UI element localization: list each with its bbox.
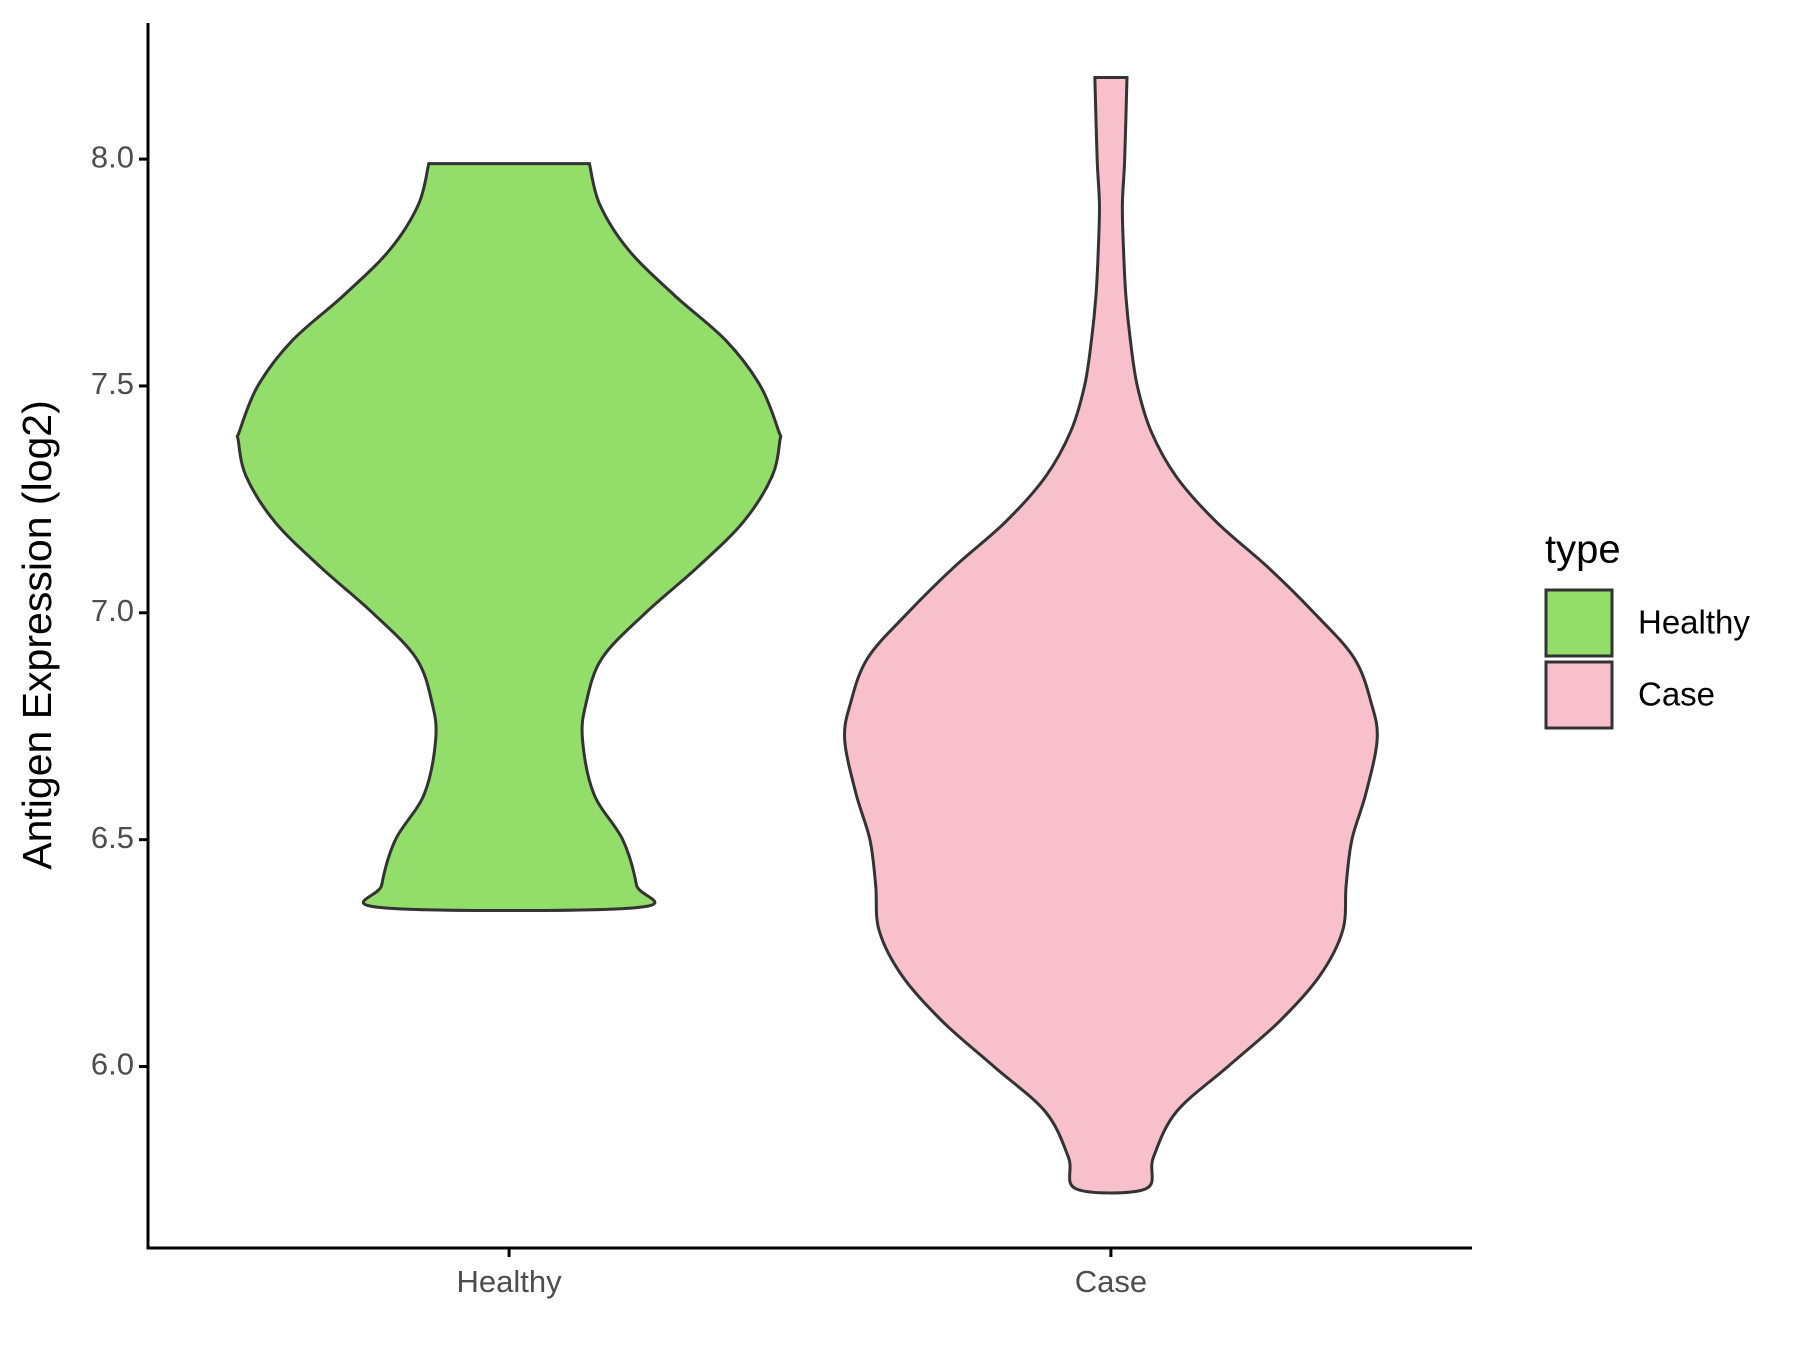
violin — [235, 162, 783, 913]
x-tick-label: Case — [1075, 1264, 1147, 1299]
y-tick-label: 7.5 — [91, 366, 134, 401]
legend-swatch — [1544, 660, 1614, 730]
y-tick-label: 6.5 — [91, 820, 134, 855]
y-tick-label: 7.0 — [91, 593, 134, 628]
violin — [842, 75, 1379, 1195]
y-tick-label: 8.0 — [91, 139, 134, 174]
legend-label: Healthy — [1638, 604, 1750, 641]
x-tick-label: Healthy — [457, 1264, 563, 1299]
legend-label: Case — [1638, 676, 1715, 713]
y-tick-label: 6.0 — [91, 1047, 134, 1082]
y-axis-title: Antigen Expression (log2) — [14, 400, 60, 869]
legend-swatch — [1544, 588, 1614, 658]
legend-title: type — [1545, 528, 1621, 572]
